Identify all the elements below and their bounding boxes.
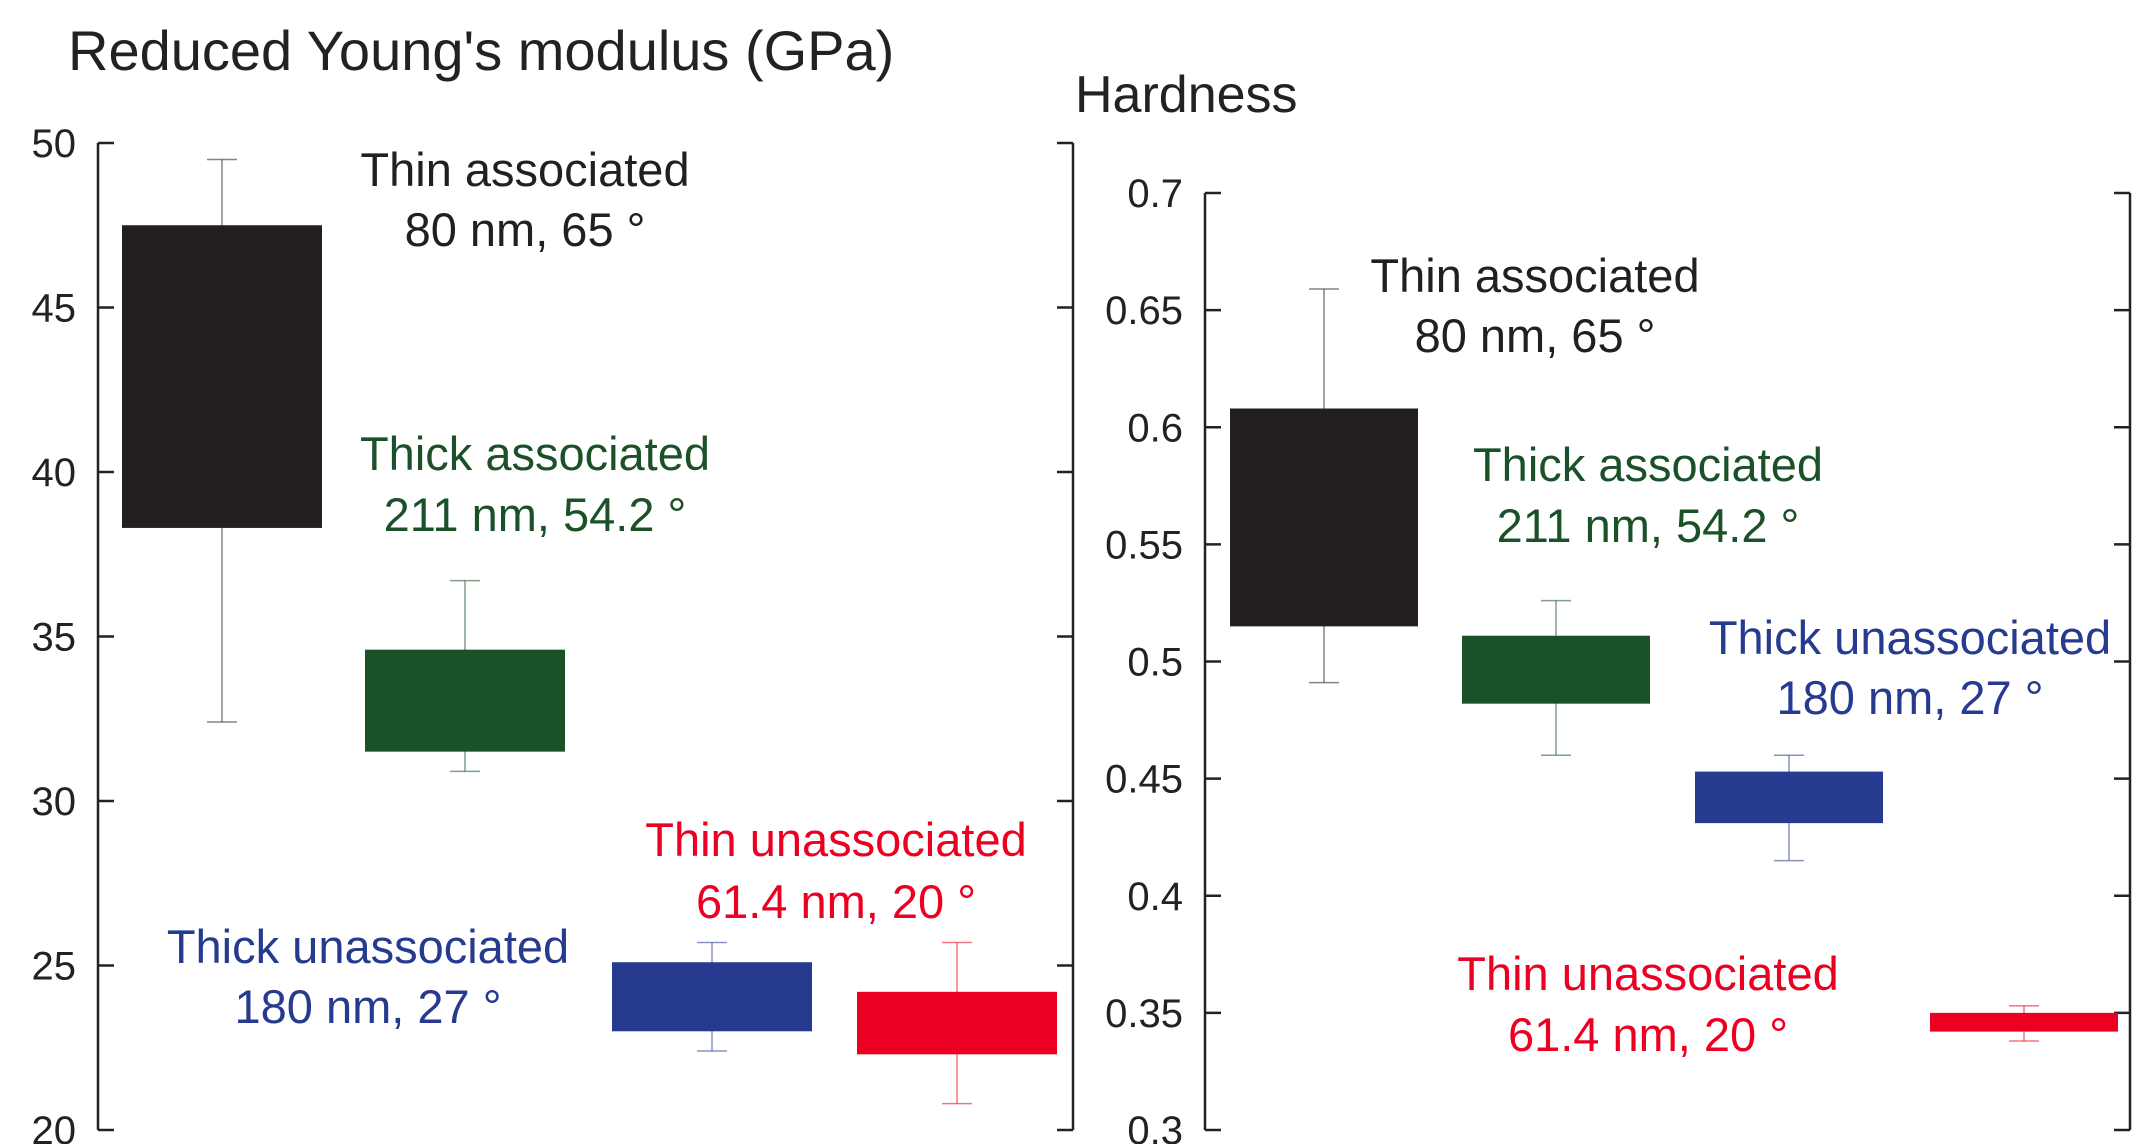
hardness-y-tick-label: 0.6 [1127, 406, 1183, 450]
annotation-detail: 211 nm, 54.2 ° [384, 488, 687, 541]
hardness-y-tick-label: 0.35 [1105, 992, 1183, 1036]
annotation-name: Thick unassociated [167, 920, 569, 973]
modulus-y-tick-label: 20 [32, 1109, 77, 1144]
modulus-box-thin-unassociated [857, 941, 1057, 1105]
hardness-box-thin-unassociated [1930, 1005, 2118, 1042]
annotation-name: Thick associated [1473, 438, 1823, 491]
hardness-y-tick-label: 0.5 [1127, 641, 1183, 685]
modulus-box-thin-associated [122, 158, 322, 723]
hardness-y-tick-label: 0.65 [1105, 289, 1183, 333]
box-rect [857, 991, 1057, 1055]
modulus-box-thick-unassociated [612, 941, 812, 1052]
box-rect [1930, 1012, 2118, 1032]
modulus-y-tick-label: 25 [32, 945, 77, 989]
modulus-y-tick-label: 50 [32, 122, 77, 166]
annotation-detail: 80 nm, 65 ° [1415, 309, 1656, 362]
annotation-name: Thin associated [1370, 249, 1699, 302]
hardness-annotation-thick-associated: Thick associated 211 nm, 54.2 ° [1473, 438, 1823, 552]
annotation-detail: 180 nm, 27 ° [234, 980, 501, 1033]
hardness-y-tick-label: 0.7 [1127, 172, 1183, 216]
annotation-detail: 61.4 nm, 20 ° [1508, 1008, 1788, 1061]
modulus-y-tick-label: 35 [32, 616, 77, 660]
hardness-box-thick-unassociated [1695, 754, 1883, 862]
annotation-detail: 211 nm, 54.2 ° [1497, 499, 1800, 552]
hardness-chart-title: Hardness [1075, 66, 1298, 124]
hardness-box-thin-associated [1230, 288, 1418, 684]
annotation-detail: 80 nm, 65 ° [405, 203, 646, 256]
box-rect [365, 649, 565, 752]
annotation-name: Thin unassociated [1457, 947, 1838, 1000]
annotation-name: Thin associated [360, 143, 689, 196]
hardness-annotation-thin-unassociated: Thin unassociated 61.4 nm, 20 ° [1457, 947, 1838, 1061]
hardness-y-tick-label: 0.4 [1127, 875, 1183, 919]
box-rect [1695, 771, 1883, 824]
box-rect [1462, 635, 1650, 704]
annotation-name: Thin unassociated [645, 813, 1026, 866]
hardness-y-tick-label: 0.55 [1105, 523, 1183, 567]
annotation-detail: 180 nm, 27 ° [1776, 671, 2043, 724]
modulus-y-tick-label: 40 [32, 451, 77, 495]
box-rect [1230, 408, 1418, 627]
modulus-annotation-thin-associated: Thin associated 80 nm, 65 ° [360, 143, 689, 256]
box-rect [612, 962, 812, 1032]
modulus-panel: Reduced Young's modulus (GPa) 20 25 30 35 40… [32, 19, 1075, 1144]
annotation-detail: 61.4 nm, 20 ° [696, 875, 976, 928]
box-rect [122, 225, 322, 528]
annotation-name: Thick unassociated [1709, 611, 2111, 664]
modulus-y-tick-label: 30 [32, 780, 77, 824]
modulus-annotation-thick-unassociated: Thick unassociated 180 nm, 27 ° [167, 920, 569, 1033]
hardness-annotation-thin-associated: Thin associated 80 nm, 65 ° [1370, 249, 1699, 362]
modulus-annotation-thin-unassociated: Thin unassociated 61.4 nm, 20 ° [645, 813, 1026, 928]
hardness-y-ticks: 0.3 0.35 0.4 0.45 0.5 0.55 0.6 0.65 0.7 [1105, 172, 2130, 1144]
annotation-name: Thick associated [360, 427, 710, 480]
hardness-panel: Hardness 0.3 0.35 0.4 0.45 0.5 0.55 0.6 0.65 0.7… [1075, 66, 2132, 1144]
hardness-y-tick-label: 0.45 [1105, 758, 1183, 802]
hardness-box-thick-associated [1462, 599, 1650, 756]
modulus-boxes [122, 158, 1057, 1105]
modulus-y-tick-label: 45 [32, 287, 77, 331]
modulus-chart-title: Reduced Young's modulus (GPa) [68, 19, 894, 82]
modulus-y-ticks: 20 25 30 35 40 45 50 [32, 122, 1073, 1144]
hardness-y-tick-label: 0.3 [1127, 1109, 1183, 1144]
modulus-annotation-thick-associated: Thick associated 211 nm, 54.2 ° [360, 427, 710, 541]
hardness-boxes [1230, 288, 2118, 1042]
modulus-box-thick-associated [365, 579, 565, 773]
hardness-annotation-thick-unassociated: Thick unassociated 180 nm, 27 ° [1709, 611, 2111, 724]
